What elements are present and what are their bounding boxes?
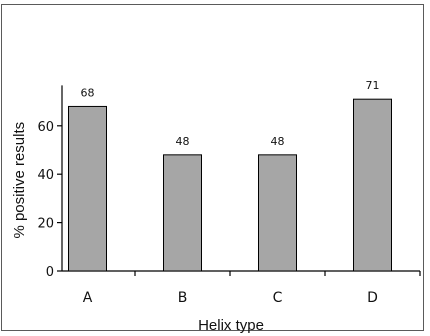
data-label-d: 71	[366, 79, 380, 92]
bars	[68, 98, 392, 272]
x-tick-label: A	[83, 290, 93, 306]
y-tick-label: 40	[37, 168, 54, 183]
y-axis-title: % positive results	[11, 122, 28, 239]
labels: 0 20 40 60 68 A 48 B 48 C 71 D	[37, 79, 379, 306]
x-tick-label: C	[273, 290, 283, 306]
bar-a	[68, 105, 107, 272]
y-tick-label: 60	[37, 120, 54, 135]
x-axis-title: Helix type	[198, 317, 264, 334]
y-tick-label: 0	[46, 265, 54, 280]
x-tick-label: D	[367, 290, 378, 306]
bar-d	[353, 98, 392, 272]
bar-c	[258, 154, 297, 272]
y-tick-label: 20	[37, 217, 54, 232]
x-tick-label: B	[178, 290, 188, 306]
bar-b	[163, 154, 202, 272]
data-label-a: 68	[81, 86, 95, 99]
data-label-c: 48	[271, 135, 285, 148]
data-label-b: 48	[176, 135, 190, 148]
